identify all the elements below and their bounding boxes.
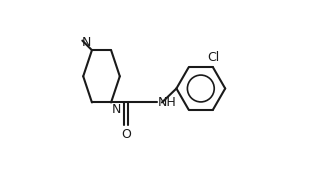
Text: Cl: Cl <box>207 51 219 64</box>
Text: N: N <box>82 36 91 49</box>
Text: NH: NH <box>158 96 177 109</box>
Text: N: N <box>112 103 121 116</box>
Text: O: O <box>121 128 131 141</box>
